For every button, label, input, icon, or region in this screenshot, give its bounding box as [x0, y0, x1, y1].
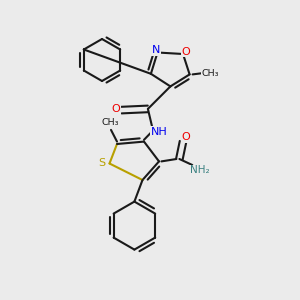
Text: S: S [98, 158, 106, 168]
Text: CH₃: CH₃ [202, 69, 219, 78]
Text: NH: NH [151, 127, 168, 137]
Text: O: O [182, 46, 190, 57]
Text: O: O [112, 104, 121, 115]
Text: NH₂: NH₂ [190, 165, 210, 176]
Text: O: O [182, 132, 190, 142]
Text: N: N [152, 45, 160, 55]
Text: CH₃: CH₃ [101, 118, 118, 127]
